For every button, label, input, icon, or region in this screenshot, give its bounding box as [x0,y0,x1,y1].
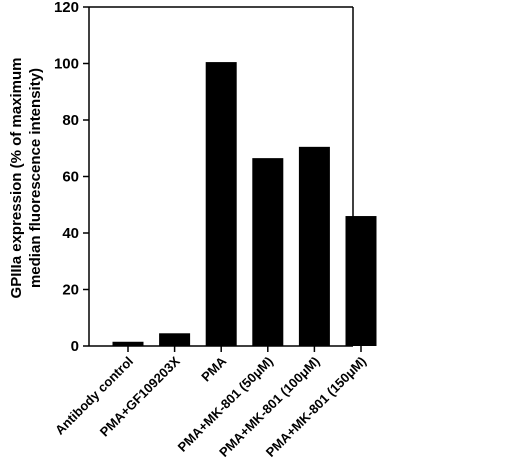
bar-0 [112,341,144,346]
bars [112,62,377,347]
y-tick-label: 100 [54,56,79,73]
bar-3 [252,158,284,346]
y-tick-label: 20 [62,282,79,299]
y-tick-label: 80 [62,112,79,129]
x-tick-label: PMA+GF109203X [97,353,183,439]
x-tick-label: PMA [198,353,229,384]
y-tick-label: 0 [71,338,79,355]
y-tick-label: 120 [54,0,79,16]
bar-4 [298,146,330,346]
y-tick-label: 40 [62,225,79,242]
y-axis-title-line-2: median fluorescence intensity) [27,68,44,288]
bar-1 [159,333,191,346]
x-tick-label: Antibody control [52,354,136,438]
y-tick-label: 60 [62,169,79,186]
y-axis-ticks: 0 20 40 60 80 100 120 [54,0,89,355]
bar-2 [205,62,237,347]
y-axis-title-line-1: GPIIIa expression (% of maximum [8,58,25,299]
bar-5 [345,216,377,346]
